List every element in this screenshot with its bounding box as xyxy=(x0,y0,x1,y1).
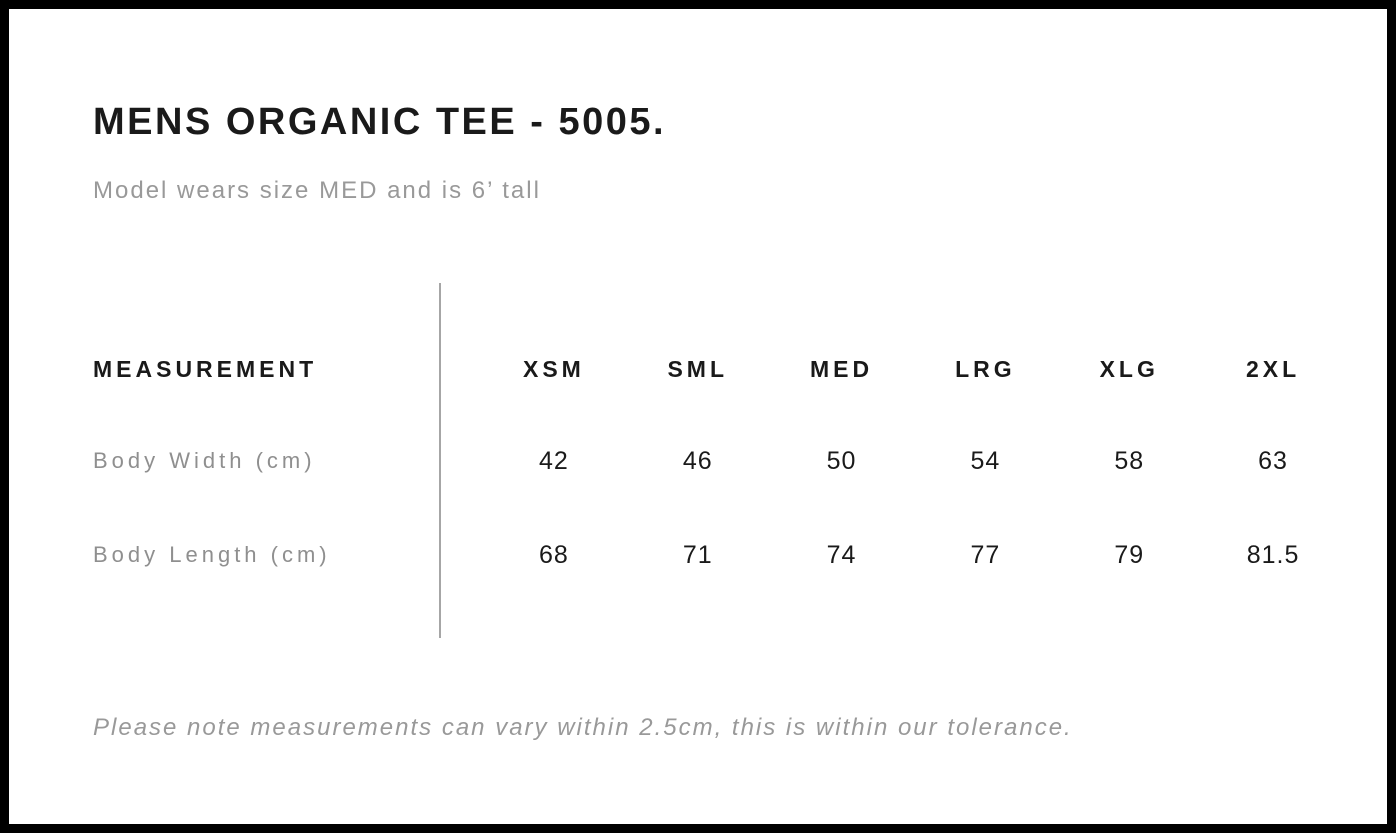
size-column-header-med: MED xyxy=(810,355,874,382)
row-label-body-width: Body Width (cm) xyxy=(93,448,316,473)
size-value-cell: 77 xyxy=(970,540,1001,569)
size-column-header-xsm: XSM xyxy=(522,355,585,382)
column-divider xyxy=(439,283,441,638)
tolerance-note: Please note measurements can vary within… xyxy=(93,714,1073,741)
size-column-header-xlg: XLG xyxy=(1099,355,1159,382)
model-size-subtitle: Model wears size MED and is 6’ tall xyxy=(93,177,541,204)
size-value-cell: 74 xyxy=(826,540,857,569)
table-row-body-length: Body Length (cm) 68 71 74 77 79 81.5 xyxy=(93,535,1345,575)
size-value-cell: 71 xyxy=(682,540,713,569)
size-value-cell: 54 xyxy=(970,446,1001,475)
measurement-column-header: MEASUREMENT xyxy=(93,355,318,382)
size-value-cell: 50 xyxy=(826,446,857,475)
table-row-body-width: Body Width (cm) 42 46 50 54 58 63 xyxy=(93,441,1345,481)
size-value-cell: 58 xyxy=(1114,446,1145,475)
size-table: MEASUREMENT XSM SML MED LRG XLG 2XL Body… xyxy=(93,349,1345,575)
size-column-header-sml: SML xyxy=(667,355,729,382)
size-value-cell: 79 xyxy=(1114,540,1145,569)
size-value-cell: 63 xyxy=(1258,446,1288,475)
table-header-row: MEASUREMENT XSM SML MED LRG XLG 2XL xyxy=(93,349,1345,389)
size-value-cell: 46 xyxy=(682,446,713,475)
size-value-cell: 81.5 xyxy=(1246,540,1300,569)
size-value-cell: 42 xyxy=(539,446,569,475)
size-column-header-2xl: 2XL xyxy=(1245,355,1301,382)
size-column-header-lrg: LRG xyxy=(955,355,1016,382)
size-value-cell: 68 xyxy=(539,540,569,569)
row-label-body-length: Body Length (cm) xyxy=(93,542,331,567)
page-title: MENS ORGANIC TEE - 5005. xyxy=(93,101,667,143)
